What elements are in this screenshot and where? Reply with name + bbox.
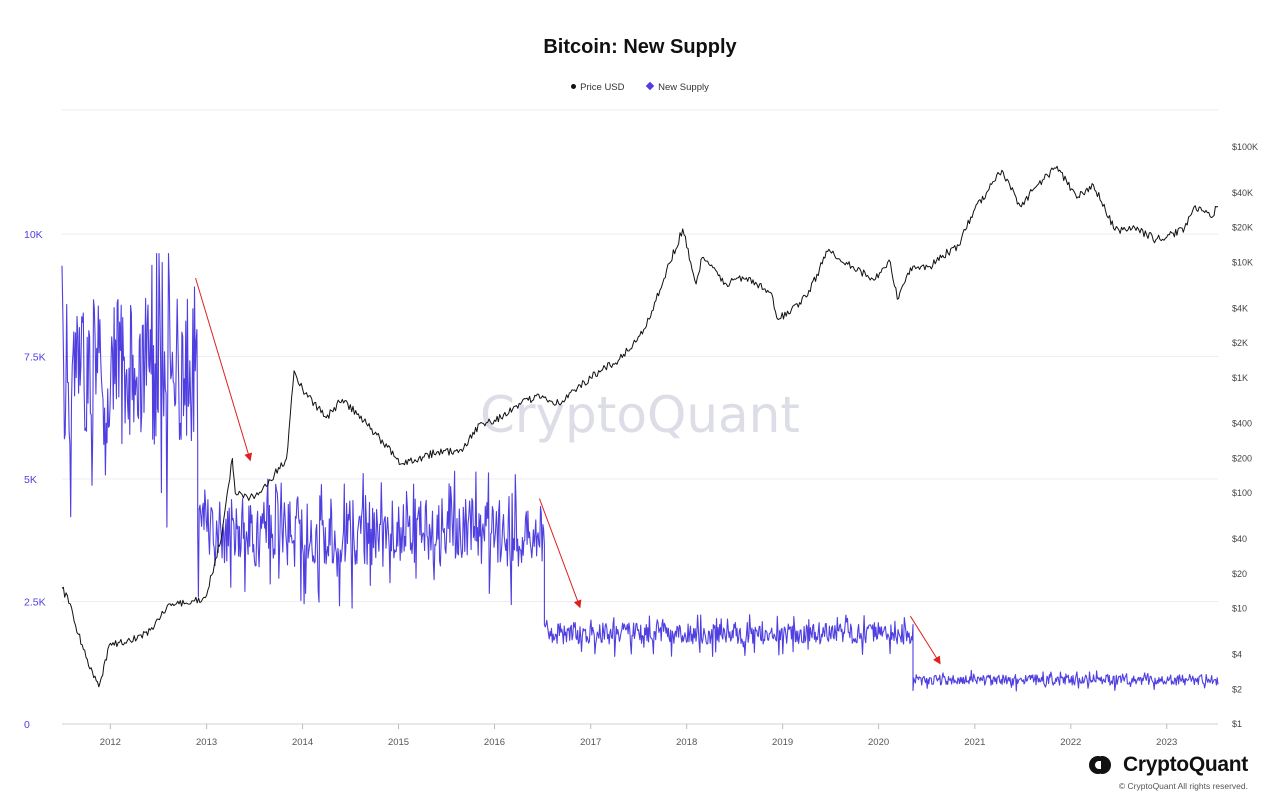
x-axis-tick-label: 2012: [100, 737, 121, 748]
right-axis-tick-label: $1: [1232, 719, 1242, 729]
brand: CryptoQuant: [1089, 753, 1248, 777]
right-axis-tick-label: $2K: [1232, 338, 1248, 348]
right-axis-tick-label: $200: [1232, 453, 1252, 463]
right-axis-tick-label: $20K: [1232, 223, 1253, 233]
right-axis-tick-label: $10: [1232, 604, 1247, 614]
right-axis-tick-label: $2: [1232, 684, 1242, 694]
x-axis-tick-label: 2018: [676, 737, 697, 748]
right-axis-tick-label: $400: [1232, 419, 1252, 429]
halving-arrow: [196, 278, 250, 459]
left-axis-tick-label: 5K: [24, 474, 37, 486]
left-axis-tick-label: 7.5K: [24, 352, 46, 364]
right-axis-tick-label: $40: [1232, 534, 1247, 544]
x-axis-tick-label: 2017: [580, 737, 601, 748]
x-axis-tick-label: 2015: [388, 737, 409, 748]
x-axis-tick-label: 2013: [196, 737, 217, 748]
right-axis-tick-label: $100K: [1232, 142, 1258, 152]
right-axis-tick-label: $40K: [1232, 188, 1253, 198]
right-axis-tick-label: $4: [1232, 650, 1242, 660]
right-axis-tick-label: $20: [1232, 569, 1247, 579]
right-axis-tick-label: $4K: [1232, 303, 1248, 313]
halving-arrow: [910, 616, 939, 663]
left-axis-tick-label: 10K: [24, 229, 43, 241]
x-axis-tick-label: 2023: [1156, 737, 1177, 748]
x-axis-tick-label: 2019: [772, 737, 793, 748]
left-axis-tick-label: 2.5K: [24, 597, 46, 609]
cryptoquant-logo-icon: [1089, 755, 1115, 775]
x-axis-tick-label: 2022: [1060, 737, 1081, 748]
halving-arrow: [539, 499, 579, 607]
left-axis-tick-label: 0: [24, 719, 30, 731]
series-new-supply: [62, 254, 1218, 691]
x-axis-tick-label: 2016: [484, 737, 505, 748]
x-axis-tick-label: 2020: [868, 737, 889, 748]
x-axis-tick-label: 2021: [964, 737, 985, 748]
right-axis-tick-label: $1K: [1232, 373, 1248, 383]
brand-name: CryptoQuant: [1123, 753, 1248, 777]
right-axis-tick-label: $100: [1232, 488, 1252, 498]
copyright: © CryptoQuant All rights reserved.: [1119, 781, 1248, 791]
watermark: CryptoQuant: [480, 386, 800, 444]
x-axis-tick-label: 2014: [292, 737, 313, 748]
right-axis-tick-label: $10K: [1232, 257, 1253, 267]
